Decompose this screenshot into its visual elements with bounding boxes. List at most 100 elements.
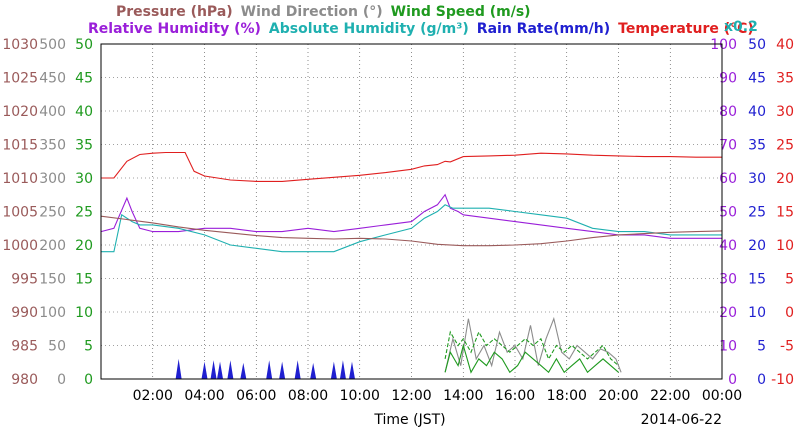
legend-entry: Wind Speed (m/s) — [391, 4, 531, 20]
y-tick-label-rain: 0 — [757, 372, 766, 388]
rain-bar — [294, 360, 301, 379]
y-tick-label-rain: 40 — [748, 104, 766, 120]
y-tick-label-wind_dir: 150 — [39, 272, 66, 288]
y-tick-label-temp: 20 — [776, 171, 794, 187]
rain-bar — [240, 362, 247, 379]
legend-entry: Wind Direction (°) — [241, 4, 383, 20]
y-tick-label-temp: 40 — [776, 37, 794, 53]
x-axis-label: Time (JST) — [373, 412, 445, 428]
y-tick-label-rain: 10 — [748, 305, 766, 321]
y-tick-label-humidity: 80 — [719, 104, 737, 120]
y-tick-label-wind_speed: 45 — [75, 71, 93, 87]
y-tick-label-temp: 35 — [776, 71, 794, 87]
y-tick-label-pressure: 1030 — [2, 37, 38, 53]
legend-entry: Temperature (°C) — [618, 21, 754, 37]
x-tick-label: 20:00 — [598, 388, 638, 404]
y-tick-label-wind_dir: 400 — [39, 104, 66, 120]
series-line-2 — [101, 204, 722, 253]
y-tick-label-pressure: 1010 — [2, 171, 38, 187]
y-tick-label-wind_speed: 20 — [75, 238, 93, 254]
x-axis-ticks: 02:00 04:00 06:00 08:00 10:00 12:00 14:00 16:00… — [133, 388, 743, 404]
y-tick-label-temp: 10 — [776, 238, 794, 254]
legend-row-2: Relative Humidity (%) Absolute Humidity (… — [88, 19, 758, 37]
rain-bar — [266, 360, 273, 379]
y-tick-label-temp: 30 — [776, 104, 794, 120]
y-tick-label-pressure: 985 — [11, 339, 38, 355]
grid-lines — [101, 44, 722, 379]
legend-entry: Rain Rate(mm/h) — [477, 21, 610, 37]
y-tick-label-rain: 50 — [748, 37, 766, 53]
y-tick-label-humidity: 100 — [710, 37, 737, 53]
y-tick-label-wind_dir: 350 — [39, 138, 66, 154]
legend-entry: Absolute Humidity (g/m³) — [269, 21, 469, 37]
y-tick-label-wind_speed: 10 — [75, 305, 93, 321]
y-tick-label-pressure: 1025 — [2, 71, 38, 87]
y-tick-label-wind_speed: 0 — [84, 372, 93, 388]
y-tick-label-wind_dir: 300 — [39, 171, 66, 187]
y-tick-label-rain: 35 — [748, 138, 766, 154]
y-tick-label-wind_speed: 40 — [75, 104, 93, 120]
rain-bar — [210, 360, 217, 379]
y-tick-label-temp: 0 — [785, 305, 794, 321]
y-tick-label-rain: 45 — [748, 71, 766, 87]
x-tick-label: 08:00 — [288, 388, 328, 404]
y-tick-label-wind_dir: 500 — [39, 37, 66, 53]
y-tick-label-humidity: 10 — [719, 339, 737, 355]
series-lines — [100, 151, 723, 374]
rain-bar — [175, 358, 182, 379]
rain-bar — [330, 361, 337, 379]
rain-bar — [279, 361, 286, 379]
y-tick-label-rain: 5 — [757, 339, 766, 355]
x-tick-label: 16:00 — [495, 388, 535, 404]
legend-entry: Pressure (hPa) — [116, 4, 233, 20]
y-tick-label-wind_dir: 100 — [39, 305, 66, 321]
series-line-3 — [100, 215, 723, 247]
legend-entry: Relative Humidity (%) — [88, 21, 261, 37]
y-tick-label-pressure: 1020 — [2, 104, 38, 120]
y-tick-label-rain: 25 — [748, 205, 766, 221]
y-tick-label-humidity: 0 — [728, 372, 737, 388]
series-line-1 — [100, 193, 722, 239]
y-tick-label-wind_dir: 50 — [48, 339, 66, 355]
y-tick-label-humidity: 20 — [719, 305, 737, 321]
y-tick-label-wind_dir: 200 — [39, 238, 66, 254]
x-tick-label: 00:00 — [702, 388, 742, 404]
x-tick-label: 02:00 — [133, 388, 173, 404]
plot-frame — [100, 43, 723, 380]
y-tick-label-wind_speed: 50 — [75, 37, 93, 53]
y-tick-label-humidity: 40 — [719, 238, 737, 254]
y-tick-label-humidity: 70 — [719, 138, 737, 154]
x-tick-label: 10:00 — [340, 388, 380, 404]
y-tick-label-wind_dir: 0 — [57, 372, 66, 388]
y-tick-label-pressure: 1005 — [2, 205, 38, 221]
y-tick-label-wind_speed: 15 — [75, 272, 93, 288]
legend-row-1: Pressure (hPa) Wind Direction (°) Wind Spe… — [116, 4, 531, 20]
y-tick-label-temp: 5 — [785, 272, 794, 288]
x-tick-label: 06:00 — [236, 388, 276, 404]
series-line-0 — [101, 151, 722, 182]
y-tick-label-temp: -10 — [771, 372, 794, 388]
rain-bar — [348, 361, 355, 379]
y-tick-label-pressure: 995 — [11, 272, 38, 288]
y-tick-label-pressure: 990 — [11, 305, 38, 321]
left-axes: 9809859909951000100510101015102010251030… — [2, 37, 93, 388]
y-tick-label-wind_speed: 35 — [75, 138, 93, 154]
rain-bars — [175, 358, 355, 379]
x-tick-label: 22:00 — [650, 388, 690, 404]
y-tick-label-humidity: 50 — [719, 205, 737, 221]
y-tick-label-humidity: 30 — [719, 272, 737, 288]
rain-bar — [217, 361, 224, 379]
y-tick-label-pressure: 1000 — [2, 238, 38, 254]
x-tick-label: 14:00 — [443, 388, 483, 404]
y-tick-label-temp: 25 — [776, 138, 794, 154]
rain-bar — [339, 360, 346, 379]
y-tick-label-rain: 15 — [748, 272, 766, 288]
right-axes: 0102030405060708090100051015202530354045… — [710, 37, 794, 388]
x-tick-label: 12:00 — [391, 388, 431, 404]
y-tick-label-temp: 15 — [776, 205, 794, 221]
rain-bar — [310, 362, 317, 379]
y-tick-label-wind_dir: 450 — [39, 71, 66, 87]
y-tick-label-wind_speed: 25 — [75, 205, 93, 221]
y-tick-label-pressure: 1015 — [2, 138, 38, 154]
